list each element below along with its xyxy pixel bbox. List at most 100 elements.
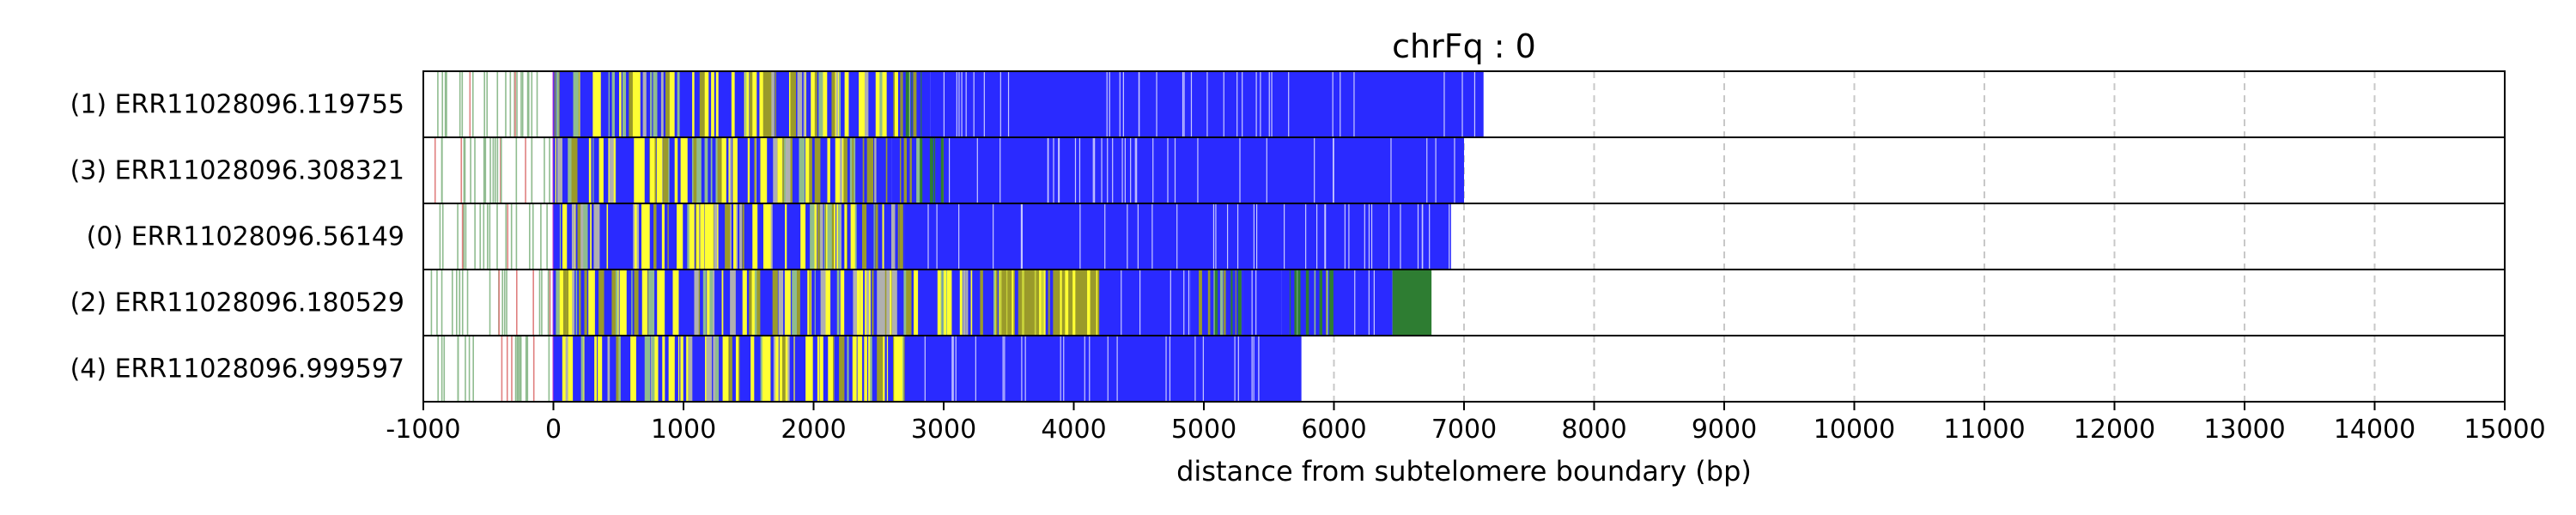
blue-stripe xyxy=(1119,71,1121,137)
blue-stripe xyxy=(1314,137,1315,203)
mixed-stripe xyxy=(1319,270,1323,336)
mixed-stripe xyxy=(597,336,603,402)
mixed-stripe xyxy=(630,336,636,402)
blue-stripe xyxy=(1107,336,1109,402)
mixed-stripe xyxy=(1066,270,1069,336)
x-tick-label: -1000 xyxy=(386,415,460,445)
blue-stripe xyxy=(1239,137,1241,203)
pre-boundary-line xyxy=(441,71,444,137)
mixed-stripe xyxy=(836,203,840,270)
pre-boundary-line xyxy=(483,71,486,137)
x-tick-label: 10000 xyxy=(1814,415,1895,445)
mixed-stripe xyxy=(1289,270,1291,336)
pre-boundary-line xyxy=(459,270,461,336)
pre-boundary-line xyxy=(513,71,515,137)
blue-stripe xyxy=(1024,336,1026,402)
mixed-stripe xyxy=(562,336,568,402)
pre-boundary-line xyxy=(444,71,447,137)
mixed-stripe xyxy=(750,71,754,137)
blue-stripe xyxy=(948,137,951,203)
mixed-stripe xyxy=(660,71,664,137)
pre-boundary-line xyxy=(501,137,502,203)
pre-boundary-line xyxy=(496,203,498,270)
pre-boundary-line xyxy=(459,71,461,137)
mixed-stripe xyxy=(897,203,900,270)
pre-boundary-line xyxy=(516,270,518,336)
blue-stripe xyxy=(951,336,953,402)
mixed-stripe xyxy=(609,137,614,203)
mixed-stripe xyxy=(709,270,714,336)
mixed-stripe xyxy=(683,137,688,203)
blue-stripe xyxy=(1255,270,1257,336)
mixed-stripe xyxy=(1294,270,1297,336)
mixed-stripe xyxy=(891,203,893,270)
pre-boundary-line xyxy=(517,336,519,402)
mixed-stripe xyxy=(1296,270,1298,336)
pre-boundary-line xyxy=(486,71,489,137)
x-tick-label: 2000 xyxy=(781,415,846,445)
mixed-stripe xyxy=(593,270,595,336)
blue-stripe xyxy=(1370,203,1373,270)
mixed-stripe xyxy=(785,137,791,203)
mixed-stripe xyxy=(580,336,584,402)
mixed-stripe xyxy=(946,270,951,336)
mixed-stripe xyxy=(886,336,889,402)
mixed-stripe xyxy=(775,71,776,137)
blue-stripe xyxy=(1106,71,1108,137)
mixed-stripe xyxy=(1237,270,1242,336)
pre-boundary-line xyxy=(441,137,443,203)
mixed-stripe xyxy=(778,270,784,336)
blue-stripe xyxy=(1092,137,1094,203)
mixed-stripe xyxy=(800,203,805,270)
pre-boundary-line xyxy=(472,336,474,402)
blue-stripe xyxy=(1053,137,1054,203)
read-row-4 xyxy=(437,336,1302,402)
mixed-stripe xyxy=(688,203,695,270)
mixed-stripe xyxy=(1043,270,1047,336)
blue-stripe xyxy=(1256,203,1258,270)
mixed-stripe xyxy=(766,203,771,270)
pre-boundary-line xyxy=(465,336,466,402)
blue-stripe xyxy=(1197,137,1199,203)
mixed-stripe xyxy=(937,270,941,336)
blue-stripe xyxy=(1170,270,1171,336)
mixed-stripe xyxy=(1305,270,1309,336)
x-tick-label: 12000 xyxy=(2074,415,2155,445)
blue-stripe xyxy=(1183,71,1185,137)
blue-stripe xyxy=(958,203,960,270)
mixed-stripe xyxy=(588,270,594,336)
mixed-stripe xyxy=(873,203,875,270)
mixed-stripe xyxy=(710,137,713,203)
mixed-stripe xyxy=(875,203,878,270)
mixed-stripe xyxy=(916,137,920,203)
mixed-stripe xyxy=(762,203,769,270)
pre-boundary-line xyxy=(532,270,534,336)
blue-stripe xyxy=(999,71,1001,137)
pre-boundary-line xyxy=(506,336,508,402)
mixed-stripe xyxy=(774,336,779,402)
blue-stripe xyxy=(976,137,978,203)
blue-stripe xyxy=(1079,203,1081,270)
pre-boundary-line xyxy=(546,203,548,270)
blue-stripe xyxy=(1121,137,1123,203)
x-tick-label: 8000 xyxy=(1561,415,1626,445)
mixed-stripe xyxy=(940,137,944,203)
blue-stripe xyxy=(1325,203,1327,270)
mixed-stripe xyxy=(619,270,622,336)
mixed-stripe xyxy=(714,203,718,270)
pre-boundary-line xyxy=(536,71,538,137)
pre-boundary-line xyxy=(531,137,533,203)
mixed-stripe xyxy=(820,270,826,336)
mixed-stripe xyxy=(827,137,830,203)
blue-stripe xyxy=(1194,336,1196,402)
mixed-stripe xyxy=(668,336,674,402)
mixed-stripe xyxy=(803,71,806,137)
mixed-stripe xyxy=(854,137,856,203)
blue-stripe xyxy=(1188,270,1190,336)
mixed-stripe xyxy=(853,270,858,336)
blue-stripe xyxy=(1435,137,1437,203)
mixed-stripe xyxy=(756,270,761,336)
blue-stripe xyxy=(1151,203,1153,270)
blue-stripe xyxy=(1165,336,1167,402)
mixed-stripe xyxy=(814,203,817,270)
